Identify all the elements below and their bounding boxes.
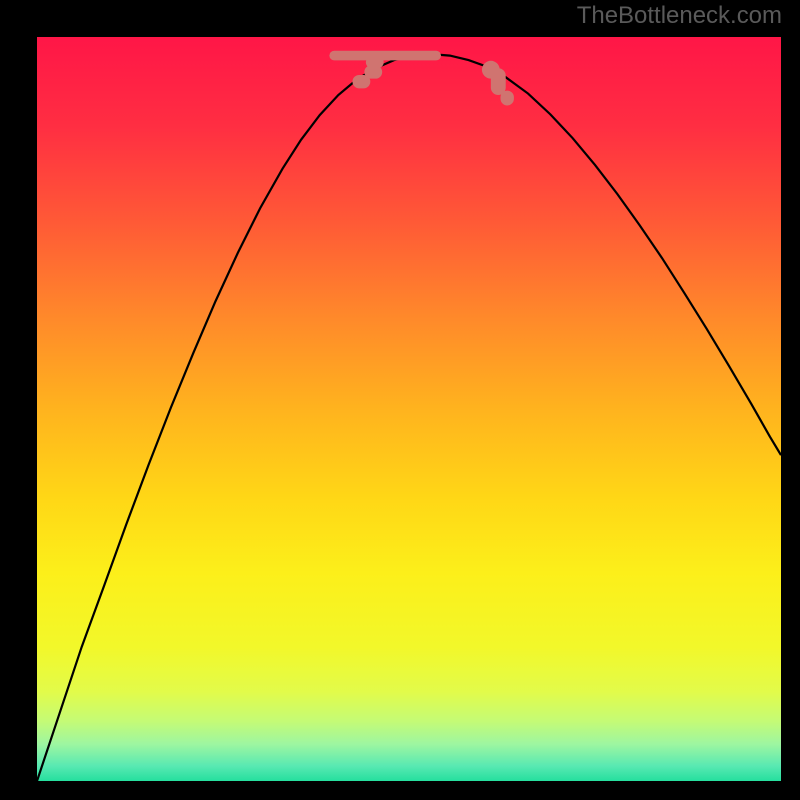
curve-marker: [329, 51, 441, 61]
marker-group: [329, 51, 514, 106]
watermark-text: TheBottleneck.com: [577, 2, 782, 30]
plot-area: [37, 37, 781, 781]
curve-layer: [37, 37, 781, 781]
chart-stage: TheBottleneck.com: [0, 0, 800, 800]
curve-marker: [491, 68, 506, 95]
curve-marker: [501, 91, 514, 106]
bottleneck-curve: [37, 54, 781, 781]
